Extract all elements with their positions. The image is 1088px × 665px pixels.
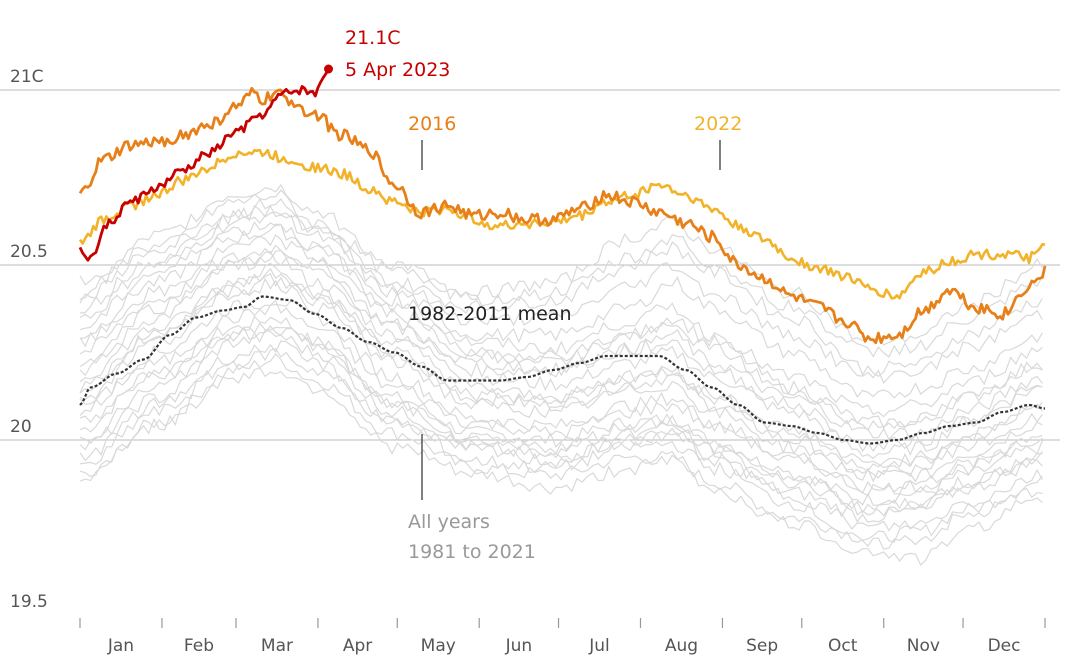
x-tick-label: Jun [505, 636, 533, 656]
x-tick-label: Oct [828, 636, 858, 656]
label-2016: 2016 [408, 113, 456, 135]
x-axis: Jan Feb Mar Apr May Jun Jul Aug Sep Oct Nov Dec [79, 618, 1046, 656]
background-year-line [79, 315, 1043, 506]
record-value-label: 21.1C [345, 27, 401, 49]
gridlines [0, 89, 1060, 441]
background-year-line [79, 340, 1043, 532]
series-2022-line [78, 148, 1046, 300]
y-tick-label: 21C [10, 67, 44, 87]
x-tick-label: Aug [665, 636, 698, 656]
background-year-line [79, 204, 1043, 384]
background-year-line [79, 277, 1043, 483]
y-tick-label: 20 [10, 417, 32, 437]
background-year-line [79, 234, 1043, 431]
series-mean-line [79, 295, 1046, 445]
x-tick-label: Feb [184, 636, 214, 656]
x-tick-label: Jul [588, 636, 610, 656]
background-year-line [79, 273, 1043, 469]
series-2023-line [78, 68, 330, 262]
background-year-line [79, 299, 1043, 494]
background-year-line [79, 183, 1043, 358]
record-point [324, 64, 334, 74]
mean-label: 1982-2011 mean [408, 303, 572, 325]
series-2016-line [78, 86, 1047, 345]
background-year-line [79, 299, 1043, 497]
background-year-line [79, 223, 1043, 430]
background-year-line [79, 204, 1043, 399]
background-year-line [79, 221, 1043, 418]
background-year-line [79, 353, 1043, 543]
background-year-line [79, 325, 1043, 516]
background-year-line [79, 250, 1043, 460]
record-date-label: 5 Apr 2023 [345, 59, 450, 81]
background-year-line [79, 329, 1043, 523]
background-year-line [79, 198, 1043, 378]
y-axis-labels: 21C 20.5 20 19.5 [10, 67, 48, 612]
background-year-line [79, 262, 1043, 472]
label-2022: 2022 [694, 113, 742, 135]
y-tick-label: 19.5 [10, 592, 48, 612]
all-years-label-line1: All years [408, 511, 490, 533]
all-years-label-line2: 1981 to 2021 [408, 541, 536, 563]
background-year-lines [79, 183, 1043, 567]
x-tick-label: Nov [907, 636, 940, 656]
highlight-lines [78, 64, 1047, 445]
y-tick-label: 20.5 [10, 242, 48, 262]
background-year-line [79, 367, 1043, 567]
x-tick-label: Jan [107, 636, 134, 656]
x-tick-label: Sep [746, 636, 778, 656]
x-tick-label: Dec [988, 636, 1021, 656]
x-tick-label: Mar [261, 636, 293, 656]
x-tick-label: Apr [343, 636, 372, 656]
annotations: 21.1C 5 Apr 2023 2016 2022 1982-2011 mea… [345, 27, 742, 563]
background-year-line [79, 249, 1043, 453]
background-year-line [79, 244, 1043, 441]
x-tick-label: May [421, 636, 456, 656]
background-year-line [79, 348, 1043, 550]
